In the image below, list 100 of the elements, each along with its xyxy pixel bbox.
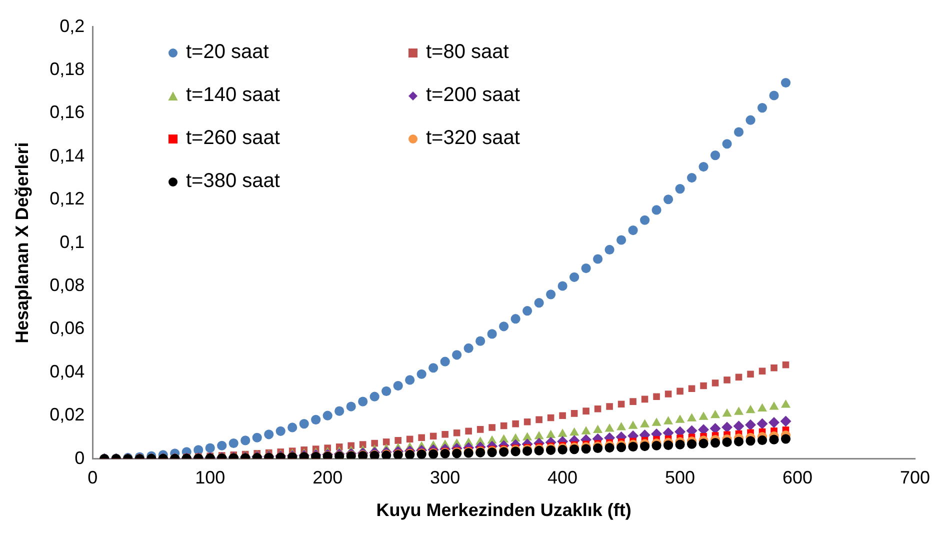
point	[769, 90, 779, 100]
point	[722, 422, 733, 433]
point	[288, 422, 298, 432]
point	[559, 412, 566, 419]
point	[334, 406, 344, 416]
point	[734, 436, 744, 446]
legend-label: t=380 saat	[186, 170, 280, 193]
point	[240, 436, 250, 446]
point	[663, 194, 674, 204]
point	[780, 416, 792, 427]
point	[606, 403, 613, 410]
point	[416, 369, 426, 379]
point	[371, 440, 378, 447]
x-tick-label: 0	[88, 468, 98, 488]
point	[534, 431, 544, 440]
point	[722, 139, 732, 149]
point	[430, 432, 437, 440]
point	[452, 350, 462, 360]
y-tick-label: 0,06	[50, 318, 85, 338]
point	[745, 419, 756, 430]
point	[675, 184, 685, 194]
legend-label: t=200 saat	[426, 84, 520, 107]
point	[780, 400, 791, 408]
point	[616, 235, 626, 245]
point	[405, 375, 415, 385]
y-tick-label: 0,18	[50, 58, 85, 79]
point	[546, 290, 556, 300]
point	[406, 436, 414, 443]
point	[570, 410, 578, 417]
legend-label: t=260 saat	[186, 127, 280, 150]
point	[710, 438, 720, 448]
point	[264, 430, 274, 440]
y-tick-label: 0,02	[50, 404, 85, 425]
point	[382, 386, 392, 396]
point	[604, 244, 614, 255]
x-tick-label: 100	[195, 468, 226, 488]
point	[322, 410, 332, 420]
point	[675, 414, 685, 423]
point	[524, 418, 531, 426]
point	[675, 440, 685, 450]
point	[428, 363, 438, 373]
point	[547, 414, 554, 422]
point	[746, 115, 756, 125]
point	[768, 417, 780, 428]
point	[465, 428, 472, 435]
point	[499, 322, 509, 332]
legend-label: t=320 saat	[426, 127, 520, 150]
y-tick-label: 0,16	[50, 102, 85, 122]
point	[640, 441, 650, 452]
point	[299, 419, 309, 429]
point	[522, 306, 532, 316]
point	[440, 356, 450, 366]
point	[652, 418, 662, 426]
point	[488, 424, 496, 431]
legend-label: t=140 saat	[186, 84, 280, 107]
point	[536, 416, 542, 424]
point	[710, 150, 720, 160]
point	[769, 401, 779, 410]
point	[453, 429, 460, 436]
point	[758, 403, 768, 412]
x-axis-title: Kuyu Merkezinden Uzaklık (ft)	[376, 500, 632, 520]
y-tick-label: 0,1	[60, 232, 85, 252]
x-tick-label: 500	[665, 468, 696, 488]
point	[652, 205, 662, 215]
point	[735, 374, 742, 381]
point	[228, 438, 238, 448]
point	[442, 431, 448, 438]
point	[698, 412, 708, 420]
y-tick-label: 0,08	[50, 274, 85, 295]
y-tick-label: 0,04	[50, 361, 85, 382]
point	[686, 439, 697, 449]
x-tick-label: 400	[548, 468, 578, 488]
point	[640, 419, 650, 428]
point	[653, 393, 660, 400]
point	[594, 406, 602, 412]
point	[722, 408, 732, 417]
point	[734, 127, 744, 137]
point	[746, 436, 756, 446]
point	[382, 438, 390, 446]
point	[476, 426, 484, 433]
point	[476, 336, 486, 346]
point	[700, 382, 707, 390]
point	[500, 422, 508, 430]
point	[487, 329, 497, 339]
point	[570, 427, 580, 436]
point	[698, 162, 708, 172]
point	[582, 408, 590, 414]
point	[618, 400, 625, 408]
point	[628, 420, 638, 429]
point	[534, 298, 544, 308]
legend-label: t=20 saat	[186, 41, 269, 64]
point	[628, 442, 638, 452]
point	[311, 414, 321, 425]
point	[640, 215, 650, 225]
point	[652, 440, 662, 450]
point	[628, 225, 638, 236]
point	[205, 443, 215, 453]
point	[217, 440, 227, 450]
point	[252, 432, 262, 442]
x-tick-label: 700	[900, 468, 930, 488]
